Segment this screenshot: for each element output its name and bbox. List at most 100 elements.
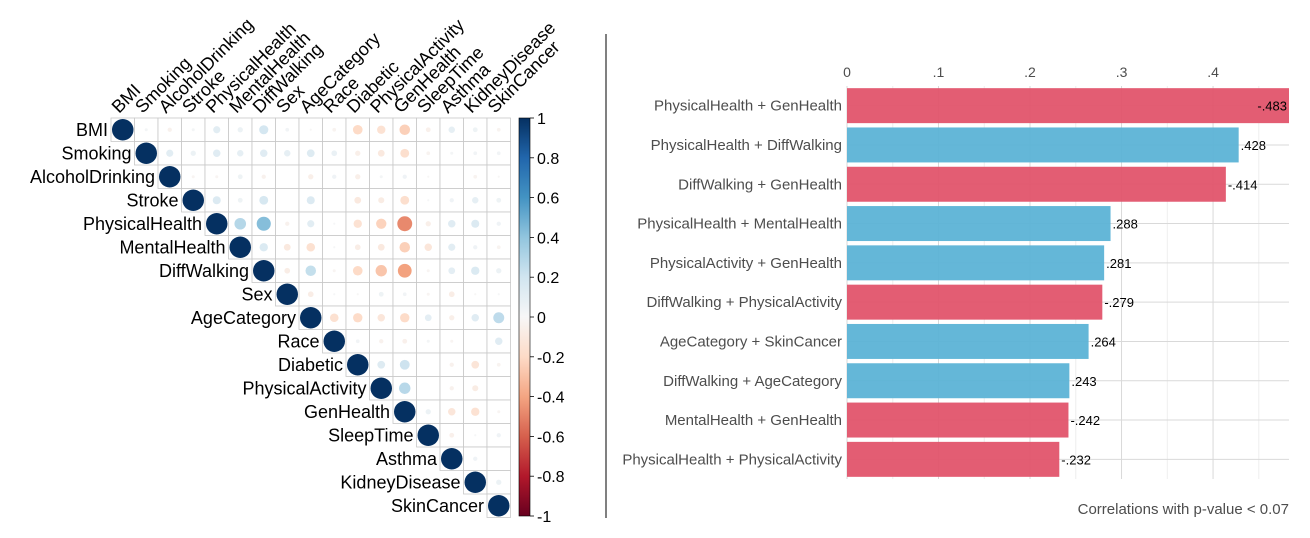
corr-circle-AgeCategory-PhysicalActivity	[377, 314, 385, 322]
corr-circle-AgeCategory-Diabetic	[353, 313, 363, 323]
corr-row-label: Stroke	[126, 190, 178, 210]
corr-row-label: PhysicalHealth	[83, 214, 202, 234]
corr-circle-Smoking-AgeCategory	[306, 149, 315, 158]
corr-circle-AgeCategory-KidneyDisease	[471, 314, 479, 322]
corr-circle-MentalHealth-SleepTime	[424, 243, 432, 251]
corr-circle-Smoking-DiffWalking	[260, 149, 268, 157]
corr-circle-MentalHealth-Diabetic	[354, 244, 361, 251]
corr-circle-AlcoholDrinking-KidneyDisease	[473, 174, 478, 179]
corr-row-label: MentalHealth	[119, 237, 225, 257]
corr-circle-AgeCategory-GenHealth	[400, 313, 410, 323]
corr-cell-PhysicalActivity-SkinCancer	[486, 376, 511, 401]
corr-circle-BMI-DiffWalking	[259, 125, 269, 135]
corr-circle-Smoking-PhysicalHealth	[213, 149, 221, 157]
corr-circle-Stroke-GenHealth	[400, 195, 410, 205]
corr-circle-Sex-Diabetic	[356, 293, 359, 296]
corr-circle-AgeCategory-SkinCancer	[493, 312, 505, 324]
bar	[847, 245, 1105, 281]
colorbar-tick-label: -0.6	[537, 429, 565, 446]
bar-category-label: DiffWalking + GenHealth	[678, 176, 842, 193]
corr-circle-Diabetic-Asthma	[449, 362, 454, 367]
corr-circle-BMI-KidneyDisease	[472, 127, 478, 133]
corr-circle-Stroke-SleepTime	[427, 199, 430, 202]
corr-circle-SleepTime-SleepTime	[417, 424, 439, 446]
corr-circle-Stroke-SkinCancer	[496, 197, 502, 203]
corr-circle-BMI-GenHealth	[399, 124, 411, 136]
corr-circle-BMI-MentalHealth	[237, 127, 243, 133]
bar-value-label: -.242	[1070, 413, 1100, 428]
corr-circle-Race-Asthma	[450, 339, 454, 343]
corr-circle-Stroke-KidneyDisease	[472, 197, 479, 204]
corr-circle-BMI-AgeCategory	[309, 128, 312, 131]
corr-circle-Smoking-SkinCancer	[496, 151, 501, 156]
corr-row-label: AlcoholDrinking	[30, 167, 155, 187]
corr-circle-AgeCategory-AgeCategory	[300, 307, 322, 329]
corr-circle-Sex-SleepTime	[426, 292, 430, 296]
corr-circle-MentalHealth-MentalHealth	[229, 236, 251, 258]
bar-x-tick-label: .3	[1116, 64, 1128, 80]
corr-circle-Sex-Sex	[276, 283, 298, 305]
corr-circle-Asthma-Asthma	[441, 448, 463, 470]
bar	[847, 323, 1089, 359]
corr-circle-PhysicalHealth-AgeCategory	[307, 220, 315, 228]
corr-row-label: KidneyDisease	[340, 472, 460, 492]
corr-row-label: BMI	[76, 120, 108, 140]
corr-circle-DiffWalking-Diabetic	[352, 265, 363, 276]
corr-circle-Diabetic-KidneyDisease	[471, 360, 480, 369]
corr-circle-Sex-PhysicalActivity	[378, 291, 384, 297]
corr-circle-Race-SkinCancer	[495, 337, 503, 345]
corr-circle-Smoking-Smoking	[135, 142, 157, 164]
corr-circle-Smoking-GenHealth	[400, 148, 410, 158]
corr-circle-AlcoholDrinking-SleepTime	[427, 175, 430, 178]
corr-circle-PhysicalHealth-KidneyDisease	[471, 219, 480, 228]
corr-circle-Sex-KidneyDisease	[474, 293, 477, 296]
corr-row-label: Diabetic	[278, 355, 343, 375]
corr-circle-GenHealth-SleepTime	[425, 409, 431, 415]
corr-circle-DiffWalking-Asthma	[448, 267, 456, 275]
corr-circle-Smoking-Stroke	[190, 150, 196, 156]
colorbar-tick-label: 0	[537, 310, 546, 327]
corr-circle-AlcoholDrinking-GenHealth	[402, 174, 407, 179]
corr-circle-PhysicalHealth-GenHealth	[397, 216, 413, 232]
bar-category-label: DiffWalking + AgeCategory	[663, 373, 842, 390]
corr-row-label: DiffWalking	[159, 261, 249, 281]
corr-circle-SleepTime-KidneyDisease	[474, 434, 477, 437]
corr-circle-GenHealth-GenHealth	[394, 401, 416, 423]
corr-circle-AlcoholDrinking-Race	[332, 174, 337, 179]
corr-circle-SleepTime-SkinCancer	[496, 433, 501, 438]
corr-circle-DiffWalking-Race	[332, 269, 336, 273]
corr-circle-PhysicalHealth-Sex	[285, 221, 290, 226]
corr-circle-MentalHealth-DiffWalking	[259, 243, 268, 252]
corr-circle-DiffWalking-SkinCancer	[496, 268, 502, 274]
corr-circle-Sex-GenHealth	[402, 292, 407, 297]
corr-circle-Smoking-Race	[331, 150, 338, 157]
corr-row-label: GenHealth	[304, 402, 390, 422]
colorbar-tick-label: -1	[537, 509, 551, 526]
bar-value-label: .243	[1071, 374, 1096, 389]
colorbar-tick-label: -0.2	[537, 350, 565, 367]
corr-circle-KidneyDisease-KidneyDisease	[464, 471, 486, 493]
bar-value-label: .288	[1113, 217, 1138, 232]
colorbar-tick-label: 0.4	[537, 230, 559, 247]
correlation-bar-chart: 0 .1 .2 .3 .4 PhysicalHealth + GenHealth -.483…	[622, 64, 1289, 518]
corr-circle-AlcoholDrinking-MentalHealth	[237, 174, 243, 180]
corr-cell-Diabetic-SleepTime	[416, 352, 441, 377]
corr-circle-Stroke-DiffWalking	[259, 195, 269, 205]
bar-value-label: -.232	[1061, 452, 1091, 467]
corr-cell-PhysicalActivity-SleepTime	[416, 376, 441, 401]
corr-circle-Race-SleepTime	[426, 339, 430, 343]
corr-circle-BMI-Asthma	[448, 126, 455, 133]
corr-circle-Diabetic-GenHealth	[399, 359, 410, 370]
corr-circle-Stroke-AgeCategory	[306, 196, 315, 205]
colorbar-tick-label: 0.2	[537, 270, 559, 287]
bar-value-label: .428	[1241, 138, 1266, 153]
corr-circle-DiffWalking-KidneyDisease	[471, 266, 480, 275]
corr-cell-AlcoholDrinking-Asthma	[439, 164, 464, 189]
corr-circle-GenHealth-KidneyDisease	[471, 407, 480, 416]
corr-circle-DiffWalking-AgeCategory	[305, 265, 317, 277]
corr-row-label: SkinCancer	[391, 496, 484, 516]
corr-circle-Stroke-PhysicalHealth	[212, 196, 221, 205]
corr-circle-AlcoholDrinking-Stroke	[191, 175, 195, 179]
corr-circle-Diabetic-PhysicalActivity	[377, 360, 386, 369]
